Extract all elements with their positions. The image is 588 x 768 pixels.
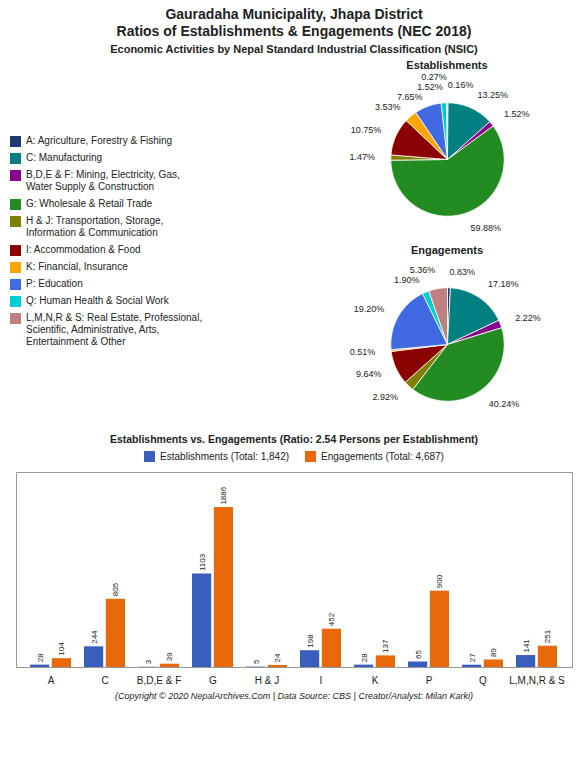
html-text:Establishments vs. Engagements: Establishments vs. Engagements (Ratio: 2…	[109, 433, 479, 445]
svg-text:Q: Q	[479, 675, 487, 686]
svg-text:900: 900	[435, 574, 444, 588]
html-text:Establishments (Total: 1,842): Establishments (Total: 1,842)	[160, 450, 289, 462]
svg-text:65: 65	[414, 650, 423, 659]
svg-text:K: K	[372, 675, 379, 686]
svg-text:89: 89	[489, 648, 498, 657]
html-text:Establishments: Establishments	[406, 59, 488, 71]
svg-text:452: 452	[327, 612, 336, 626]
svg-text:3.53%: 3.53%	[375, 102, 401, 112]
svg-text:1.52%: 1.52%	[504, 109, 530, 119]
html-text:Gauradaha Municipality, Jhapa: Gauradaha Municipality, Jhapa District R…	[116, 6, 472, 39]
svg-text:19.20%: 19.20%	[354, 304, 385, 314]
html-text:L,M,N,R & S: Real Estate, Prof: L,M,N,R & S: Real Estate, Professional, …	[26, 312, 203, 347]
svg-text:H & J: H & J	[255, 675, 279, 686]
svg-text:3: 3	[144, 659, 153, 664]
html-text:(Copyright © 2020 NepalArchive: (Copyright © 2020 NepalArchives.Com | Da…	[115, 691, 473, 701]
svg-text:27: 27	[468, 653, 477, 662]
svg-text:1886: 1886	[219, 486, 228, 504]
svg-text:141: 141	[522, 639, 531, 653]
svg-text:9.64%: 9.64%	[356, 369, 382, 379]
html-text:K: Financial, Insurance: K: Financial, Insurance	[26, 261, 128, 272]
svg-text:2.92%: 2.92%	[373, 392, 399, 402]
html-text:B,D,E & F: Mining, Electricity: B,D,E & F: Mining, Electricity, Gas, Wat…	[26, 169, 180, 192]
svg-text:0.51%: 0.51%	[350, 347, 376, 357]
html-text:H & J: Transportation, Storage: H & J: Transportation, Storage, Informat…	[26, 215, 164, 238]
svg-text:1.90%: 1.90%	[394, 275, 420, 285]
svg-text:28: 28	[360, 653, 369, 662]
html-text:A: Agriculture, Forestry & Fis: A: Agriculture, Forestry & Fishing	[26, 135, 173, 146]
svg-text:805: 805	[111, 582, 120, 596]
html-text:Engagements (Total: 4,687): Engagements (Total: 4,687)	[321, 450, 444, 462]
svg-text:2.22%: 2.22%	[515, 313, 541, 323]
html-text:Q: Human Health & Social Work: Q: Human Health & Social Work	[26, 295, 169, 306]
svg-text:40.24%: 40.24%	[489, 399, 520, 409]
svg-text:104: 104	[57, 642, 66, 656]
svg-text:5: 5	[252, 659, 261, 664]
svg-text:B,D,E & F: B,D,E & F	[137, 675, 181, 686]
html-text:G: Wholesale & Retail Trade: G: Wholesale & Retail Trade	[26, 198, 153, 209]
svg-text:244: 244	[90, 630, 99, 644]
html-text:I: Accommodation & Food: I: Accommodation & Food	[26, 244, 141, 255]
svg-text:C: C	[101, 675, 108, 686]
svg-text:I: I	[320, 675, 323, 686]
svg-text:251: 251	[543, 629, 552, 643]
svg-text:0.16%: 0.16%	[448, 80, 474, 90]
svg-text:L,M,N,R & S: L,M,N,R & S	[509, 675, 565, 686]
svg-text:G: G	[209, 675, 217, 686]
svg-text:A: A	[48, 675, 55, 686]
svg-text:59.88%: 59.88%	[470, 223, 501, 233]
svg-text:0.27%: 0.27%	[421, 72, 447, 82]
svg-text:5.36%: 5.36%	[410, 265, 436, 275]
svg-text:1.47%: 1.47%	[349, 152, 375, 162]
svg-text:39: 39	[165, 652, 174, 661]
svg-text:10.75%: 10.75%	[351, 125, 382, 135]
html-text:Engagements: Engagements	[410, 244, 484, 256]
svg-text:17.18%: 17.18%	[488, 279, 519, 289]
svg-text:198: 198	[306, 634, 315, 648]
svg-text:137: 137	[381, 639, 390, 653]
html-text:Economic Activities by Nepal S: Economic Activities by Nepal Standard In…	[110, 43, 478, 55]
html-text:P: Education: P: Education	[26, 278, 83, 289]
svg-text:P: P	[426, 675, 433, 686]
svg-text:1103: 1103	[198, 553, 207, 571]
svg-text:24: 24	[273, 653, 282, 662]
svg-text:0.83%: 0.83%	[449, 267, 475, 277]
svg-text:1.52%: 1.52%	[417, 82, 443, 92]
svg-text:7.65%: 7.65%	[397, 92, 423, 102]
svg-text:13.25%: 13.25%	[477, 90, 508, 100]
html-text:C: Manufacturing: C: Manufacturing	[26, 152, 103, 163]
svg-text:28: 28	[36, 653, 45, 662]
